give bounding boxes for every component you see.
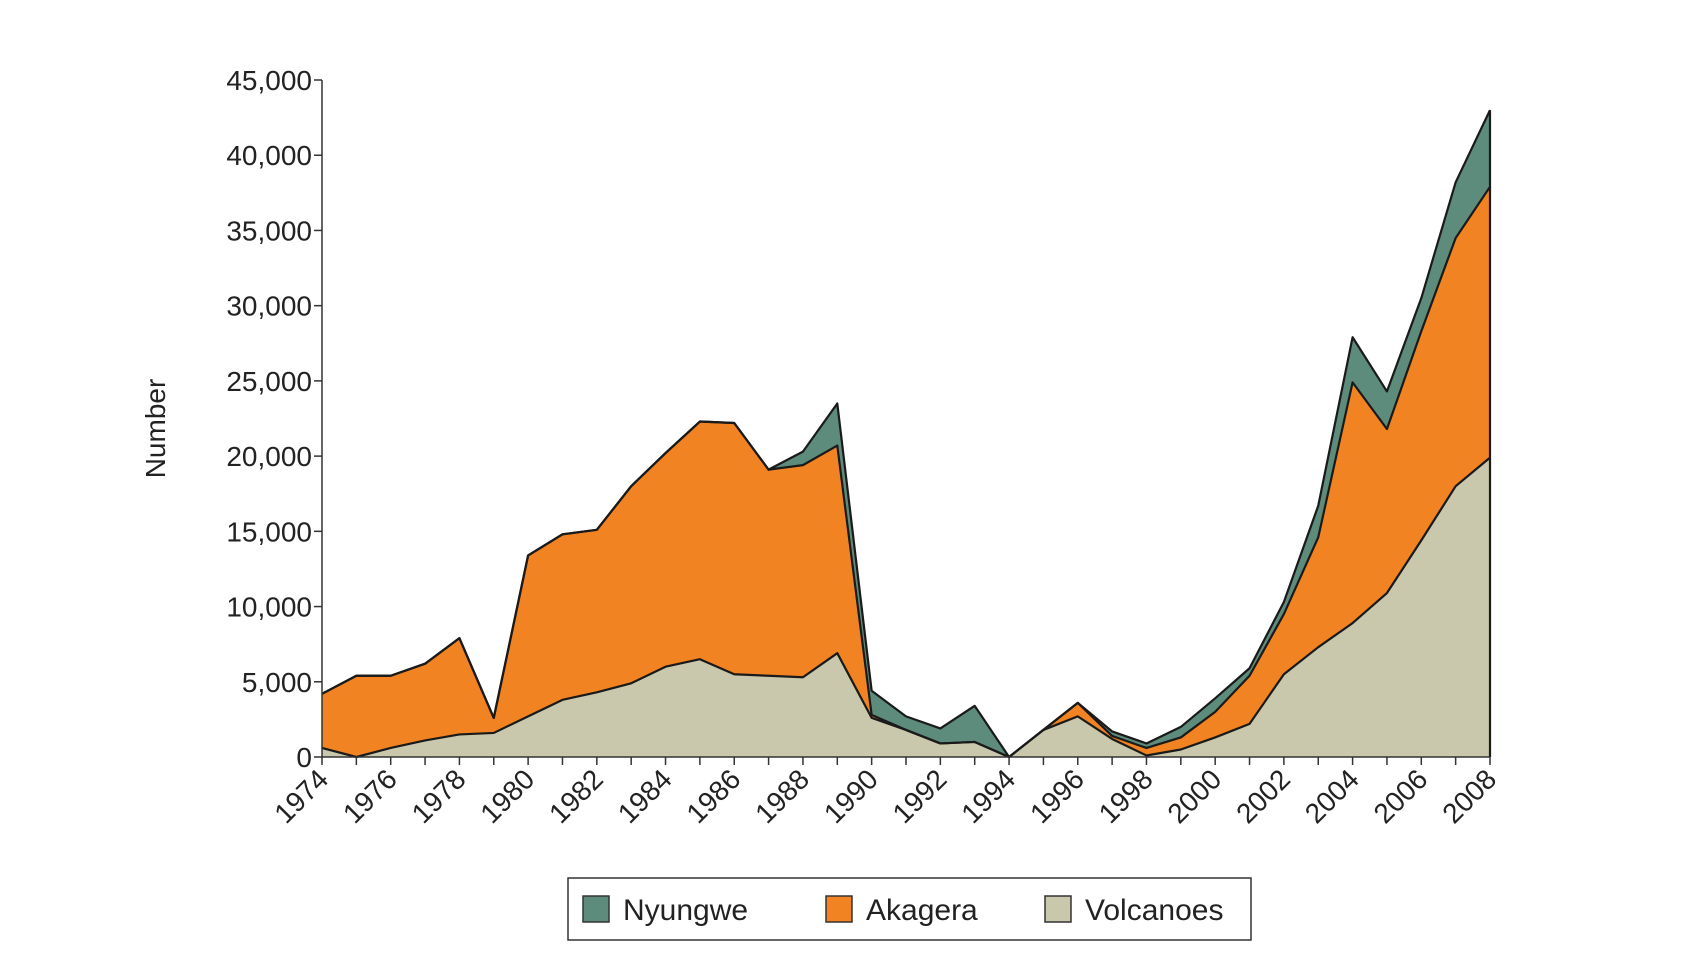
y-tick-label: 25,000 xyxy=(226,366,312,397)
area-akagera xyxy=(322,186,1490,757)
x-tick-label: 1978 xyxy=(406,763,472,829)
x-tick-label: 2004 xyxy=(1299,763,1365,829)
x-tick-label: 1992 xyxy=(887,763,953,829)
x-tick-label: 2002 xyxy=(1230,763,1296,829)
outline-nyungwe xyxy=(321,109,1491,759)
x-tick-label: 1984 xyxy=(612,763,678,829)
x-tick-label: 1974 xyxy=(268,763,334,829)
y-axis-title: Number xyxy=(140,379,171,479)
x-tick-label: 1980 xyxy=(474,763,540,829)
legend-item-volcanoes: Volcanoes xyxy=(1044,894,1223,927)
x-tick-label: 1994 xyxy=(955,763,1021,829)
y-tick-label: 15,000 xyxy=(226,516,312,547)
legend-item-akagera: Akagera xyxy=(825,894,978,927)
legend: Nyungwe Akagera Volcanoes xyxy=(567,877,1252,941)
x-tick-label: 1982 xyxy=(543,763,609,829)
y-tick-label: 40,000 xyxy=(226,140,312,171)
y-tick-label: 45,000 xyxy=(226,65,312,96)
x-tick-label: 1990 xyxy=(818,763,884,829)
y-tick-label: 20,000 xyxy=(226,441,312,472)
y-tick-label: 5,000 xyxy=(242,667,312,698)
areas-layer xyxy=(321,109,1492,759)
x-tick-label: 2008 xyxy=(1436,763,1502,829)
x-tick-label: 1986 xyxy=(681,763,747,829)
y-tick-label: 30,000 xyxy=(226,291,312,322)
area-volcanoes xyxy=(322,457,1490,757)
y-tick-label: 10,000 xyxy=(226,592,312,623)
legend-label-akagera: Akagera xyxy=(866,894,978,927)
legend-box xyxy=(567,877,1252,941)
legend-item-nyungwe: Nyungwe xyxy=(582,894,748,927)
x-tick-label: 1988 xyxy=(749,763,815,829)
x-tick-label: 1998 xyxy=(1093,763,1159,829)
y-tick-label: 0 xyxy=(296,742,312,773)
x-tick-label: 2006 xyxy=(1368,763,1434,829)
x-tick-label: 1976 xyxy=(337,763,403,829)
legend-swatch-volcanoes xyxy=(1044,895,1072,923)
x-tick-label: 1996 xyxy=(1024,763,1090,829)
y-tick-label: 35,000 xyxy=(226,215,312,246)
x-tick-label: 2000 xyxy=(1161,763,1227,829)
legend-swatch-akagera xyxy=(825,895,853,923)
legend-label-volcanoes: Volcanoes xyxy=(1085,894,1223,927)
legend-swatch-nyungwe xyxy=(582,895,610,923)
legend-label-nyungwe: Nyungwe xyxy=(623,894,748,927)
